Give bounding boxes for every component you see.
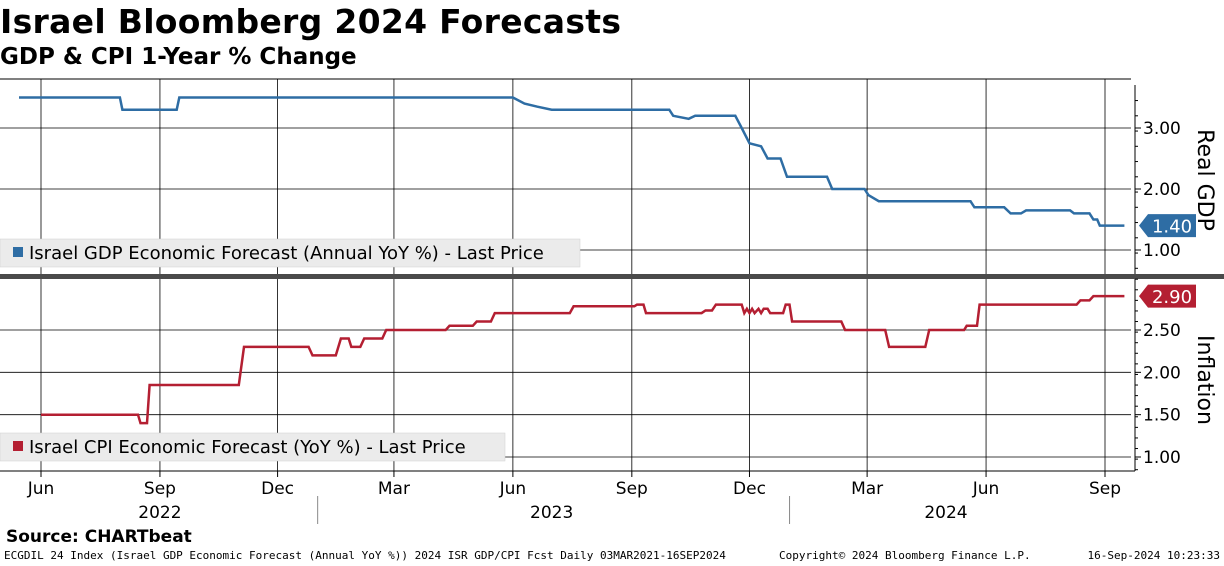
gdp-legend-box <box>0 238 581 268</box>
x-tick-label: Jun <box>499 479 527 499</box>
x-tick-label: Sep <box>616 479 648 499</box>
gdp-series-line <box>19 96 1125 227</box>
gdp-axis-title: Real GDP <box>1192 129 1217 231</box>
gdp-y-tick-label: 2.00 <box>1143 180 1181 200</box>
year-label: 2023 <box>530 503 573 523</box>
gdp-y-tick-label: 3.00 <box>1143 119 1181 139</box>
chart-subtitle: GDP & CPI 1-Year % Change <box>0 44 357 70</box>
x-tick-label: Dec <box>733 479 766 499</box>
x-tick-label: Dec <box>261 479 294 499</box>
gdp-last-value-label: 1.40 <box>1152 217 1192 238</box>
source-note: Source: CHARTbeat <box>6 527 192 547</box>
cpi-legend-box <box>0 432 506 462</box>
x-tick-label: Jun <box>27 479 55 499</box>
year-label: 2024 <box>924 503 967 523</box>
gdp-legend-label: Israel GDP Economic Forecast (Annual YoY… <box>29 243 544 264</box>
cpi-y-tick-label: 2.50 <box>1143 321 1181 341</box>
year-label: 2022 <box>138 503 181 523</box>
x-tick-label: Sep <box>144 479 176 499</box>
x-tick-label: Mar <box>378 479 410 499</box>
timestamp: 16-Sep-2024 10:23:33 <box>1087 549 1220 562</box>
cpi-axis-title: Inflation <box>1192 335 1217 425</box>
cpi-legend-swatch <box>13 441 23 451</box>
cpi-y-tick-label: 1.00 <box>1143 448 1181 468</box>
copyright-note: Copyright© 2024 Bloomberg Finance L.P. <box>779 549 1031 562</box>
cpi-last-value-label: 2.90 <box>1152 287 1192 308</box>
gdp-last-value-badge <box>1139 214 1196 238</box>
x-tick-label: Mar <box>851 479 883 499</box>
x-tick-label: Jun <box>972 479 1000 499</box>
gdp-y-tick-label: 1.00 <box>1143 241 1181 261</box>
index-info: ECGDIL 24 Index (Israel GDP Economic For… <box>4 549 726 562</box>
cpi-series-line <box>41 294 1125 425</box>
gdp-legend-swatch <box>13 247 23 257</box>
cpi-last-value-badge <box>1139 284 1196 308</box>
cpi-y-tick-label: 2.00 <box>1143 363 1181 383</box>
cpi-legend-label: Israel CPI Economic Forecast (YoY %) - L… <box>29 437 466 458</box>
cpi-y-tick-label: 1.50 <box>1143 406 1181 426</box>
panel-divider <box>0 274 1224 279</box>
chart-title: Israel Bloomberg 2024 Forecasts <box>0 2 622 41</box>
x-tick-label: Sep <box>1089 479 1121 499</box>
